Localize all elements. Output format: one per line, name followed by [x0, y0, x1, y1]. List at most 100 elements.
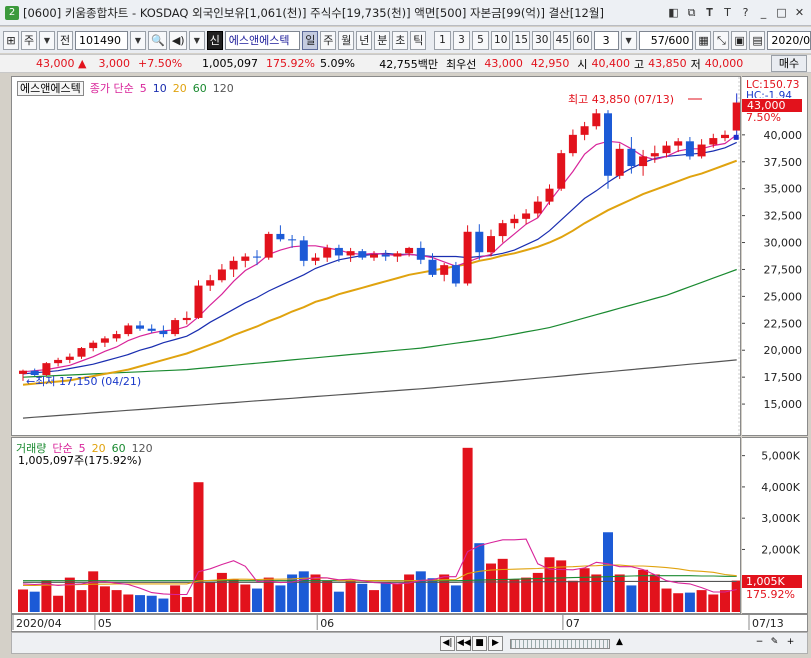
reset-zoom-icon[interactable]: + — [786, 637, 795, 647]
period-second[interactable]: 초 — [392, 30, 409, 50]
candle-body — [299, 240, 308, 261]
maximize-button[interactable]: □ — [776, 6, 787, 19]
low-price: 40,000 — [704, 57, 744, 70]
period-year[interactable]: 년 — [356, 30, 373, 50]
open-price: 40,400 — [591, 57, 631, 70]
price-change: 3,000 — [98, 57, 131, 70]
volume-bar — [649, 574, 660, 612]
turnover: 5.09% — [320, 57, 355, 70]
vol-ma20-label: 20 — [91, 442, 106, 455]
y-tick-label: 40,000 — [764, 129, 803, 142]
pin-icon[interactable]: 𝐓 — [705, 6, 714, 19]
close-button[interactable]: ✕ — [794, 6, 805, 19]
interval-select[interactable]: 3 — [593, 30, 619, 50]
search-icon[interactable]: 🔍 — [147, 30, 167, 50]
best-ask-2: 42,950 — [530, 57, 570, 70]
candle-body — [475, 231, 484, 253]
period-tick[interactable]: 틱 — [410, 30, 427, 50]
volume-axis: 5,000K 4,000K 3,000K 2,000K 1,005K 175.92% — [742, 437, 808, 614]
speaker-dropdown-icon[interactable]: ▼ — [188, 30, 205, 50]
period-minute[interactable]: 분 — [374, 30, 391, 50]
interval-30[interactable]: 30 — [532, 30, 551, 50]
candle-body — [662, 145, 671, 154]
volume-bar — [392, 583, 403, 612]
interval-5[interactable]: 5 — [472, 30, 490, 50]
date-input[interactable]: 2020/07 — [767, 30, 811, 50]
code-dropdown-icon[interactable]: ▼ — [129, 30, 146, 50]
stock-name-label: 에스앤에스텍 — [17, 81, 84, 96]
interval-60[interactable]: 60 — [573, 30, 592, 50]
grid-icon[interactable]: ▦ — [695, 30, 712, 50]
interval-10[interactable]: 10 — [491, 30, 510, 50]
link-icon[interactable]: ◧ — [668, 6, 679, 19]
volume-bar — [567, 580, 578, 612]
vol-ma120-label: 120 — [131, 442, 153, 455]
y-tick-label: 17,500 — [764, 371, 803, 384]
last-price-tag: 43,000 — [742, 99, 802, 112]
ma60-label: 60 — [192, 82, 207, 95]
volume-bar — [415, 571, 426, 612]
crosshair-icon[interactable]: ⤡ — [713, 30, 730, 50]
volume-bar — [322, 580, 333, 612]
volume-chart-pane[interactable]: 거래량 단순 5 20 60 120 1,005,097주(175.92%) — [11, 437, 741, 614]
price-chart — [19, 77, 740, 435]
stock-code-input[interactable]: 101490 — [75, 30, 128, 50]
vol-y-tick-label: 4,000K — [761, 481, 800, 494]
chevron-down-icon[interactable]: ▼ — [39, 30, 55, 50]
help-icon[interactable]: ? — [742, 6, 749, 19]
period-month[interactable]: 월 — [338, 30, 355, 50]
volume-bar — [626, 585, 637, 612]
interval-1[interactable]: 1 — [434, 30, 452, 50]
restore-icon[interactable]: ⧉ — [687, 6, 696, 19]
candle-body — [557, 153, 566, 189]
volume-bar — [556, 560, 567, 612]
candle-body — [147, 328, 156, 331]
price-chart-pane[interactable]: 에스앤에스텍 종가 단순 5 10 20 60 120 최고 43,850 (07/13) … — [11, 76, 741, 436]
zoom-in-icon[interactable]: ✎ — [770, 637, 779, 647]
volume-bar — [228, 579, 239, 612]
minimize-button[interactable]: _ — [760, 6, 767, 19]
zoom-out-icon[interactable]: − — [755, 637, 764, 647]
scroll-stop-button[interactable]: ■ — [472, 636, 487, 651]
date-axis: 2020/04 05 06 07 07/13 — [11, 614, 808, 632]
volume-bar — [380, 582, 391, 612]
candle-body — [393, 253, 402, 257]
period-week[interactable]: 주 — [320, 30, 337, 50]
date-axis-svg: 2020/04 05 06 07 07/13 — [12, 615, 784, 630]
interval-45[interactable]: 45 — [552, 30, 572, 50]
candle-body — [533, 201, 542, 214]
hc-label: HC:-1.94 — [746, 90, 792, 98]
calendar-icon[interactable]: ▤ — [749, 30, 766, 50]
buy-button[interactable]: 매수 — [771, 55, 807, 72]
zoom-slider[interactable] — [510, 639, 610, 649]
volume-name: 거래량 — [16, 442, 47, 455]
scroll-first-button[interactable]: ◀| — [440, 636, 455, 651]
vol-ma20-line — [23, 564, 737, 586]
volume-bar — [614, 574, 625, 612]
window-title: [0600] 키움종합차트 - KOSDAQ 외국인보유[1,061(천)] 주… — [23, 5, 604, 20]
save-icon[interactable]: ▣ — [731, 30, 748, 50]
candle-body — [323, 247, 332, 258]
slider-handle-icon[interactable]: ▲ — [616, 637, 623, 647]
volume-bar — [240, 584, 251, 612]
candle-body — [604, 113, 612, 176]
interval-15[interactable]: 15 — [511, 30, 531, 50]
count-input[interactable]: 57/600 — [638, 30, 694, 50]
candle-body — [709, 138, 718, 145]
font-icon[interactable]: T — [724, 6, 731, 19]
y-tick-label: 37,500 — [764, 156, 803, 169]
interval-dropdown-icon[interactable]: ▼ — [620, 30, 637, 50]
chart-type-button[interactable]: 주 — [21, 30, 37, 50]
speaker-icon[interactable]: ◀) — [168, 30, 187, 50]
period-day[interactable]: 일 — [302, 30, 319, 50]
expand-icon[interactable]: ⊞ — [3, 30, 19, 50]
candle-body — [334, 247, 343, 256]
interval-3[interactable]: 3 — [453, 30, 471, 50]
scroll-next-button[interactable]: ▶ — [488, 636, 503, 651]
scroll-prev-button[interactable]: ◀◀ — [456, 636, 471, 651]
volume-bar — [64, 577, 75, 612]
ma60-line — [22, 268, 737, 378]
prev-button[interactable]: 전 — [57, 30, 73, 50]
candle-body — [463, 231, 472, 284]
volume-chart — [18, 447, 740, 612]
